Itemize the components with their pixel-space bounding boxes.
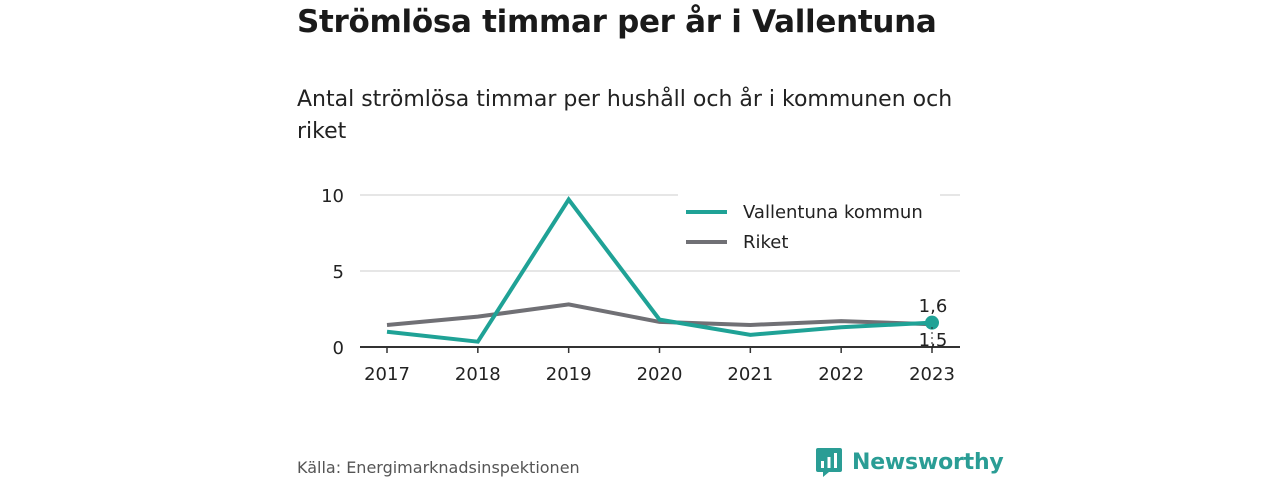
brand-logo[interactable]: Newsworthy xyxy=(815,446,1004,478)
chart-title: Strömlösa timmar per år i Vallentuna xyxy=(297,4,937,40)
legend-label: Vallentuna kommun xyxy=(743,202,923,223)
series-end-marker xyxy=(925,315,939,330)
end-label-riket: 1,5 xyxy=(919,330,948,351)
legend-label: Riket xyxy=(743,232,788,253)
series-line xyxy=(386,196,933,344)
legend: Vallentuna kommun Riket xyxy=(678,194,940,262)
x-tick-label: 2023 xyxy=(909,364,955,385)
chart-subtitle: Antal strömlösa timmar per hushåll och å… xyxy=(297,87,953,144)
x-tick-label: 2019 xyxy=(546,364,592,385)
series-lines xyxy=(386,196,939,344)
x-tick-label: 2020 xyxy=(637,364,683,385)
x-tick-label: 2021 xyxy=(727,364,773,385)
end-labels: 1,6 1,5 xyxy=(919,296,948,352)
series-line xyxy=(386,302,933,327)
y-tick-label: 10 xyxy=(321,186,344,207)
bar-chart-logo-icon xyxy=(816,448,842,477)
y-tick-label: 0 xyxy=(333,338,344,359)
y-axis-ticks: 0 5 10 xyxy=(321,186,344,359)
x-tick-label: 2022 xyxy=(818,364,864,385)
brand-name: Newsworthy xyxy=(852,449,1004,475)
legend-background xyxy=(678,194,940,262)
x-tick-label: 2017 xyxy=(364,364,410,385)
source-note: Källa: Energimarknadsinspektionen xyxy=(297,458,580,477)
x-axis-ticks: 2017 2018 2019 2020 2021 2022 2023 xyxy=(364,347,955,385)
x-tick-label: 2018 xyxy=(455,364,501,385)
end-label-vallentuna: 1,6 xyxy=(919,296,948,317)
y-tick-label: 5 xyxy=(333,262,344,283)
